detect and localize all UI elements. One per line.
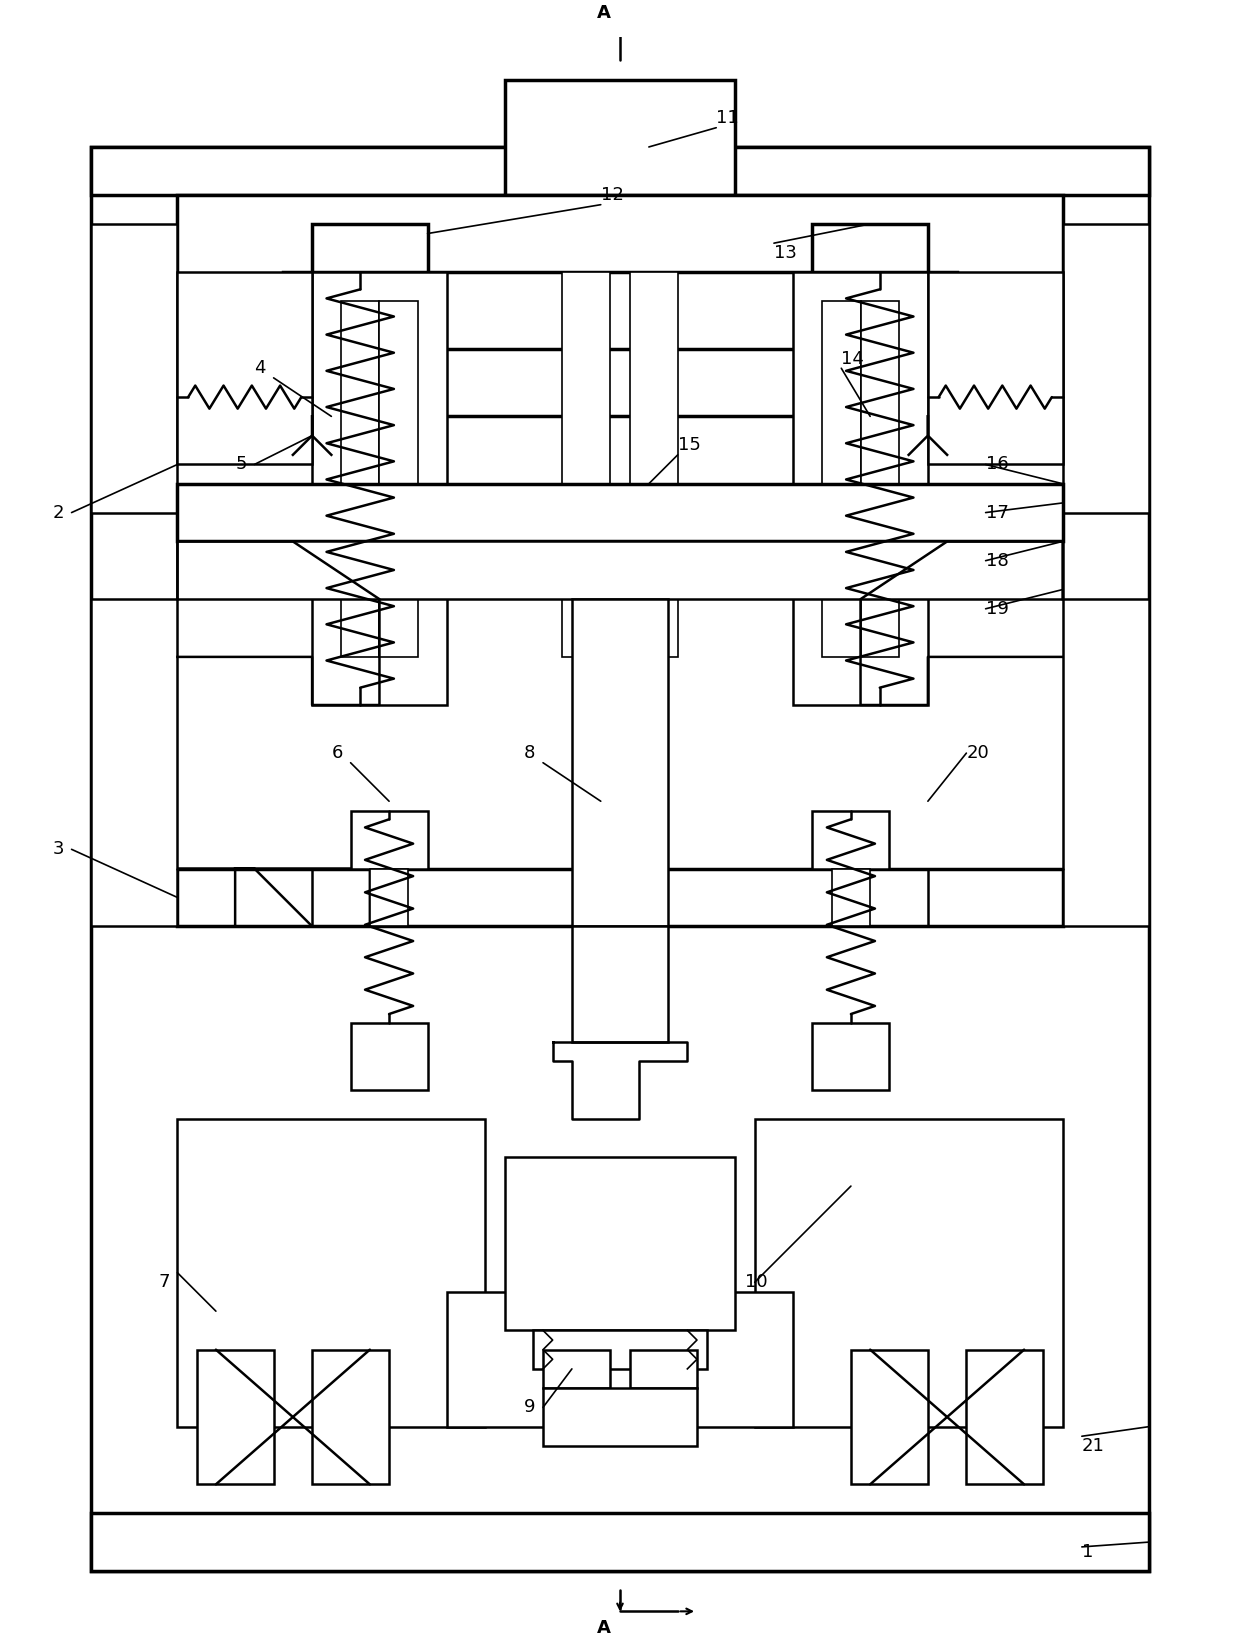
Bar <box>379 301 418 658</box>
Bar <box>794 271 928 705</box>
Text: 20: 20 <box>966 745 990 763</box>
Bar <box>572 598 668 926</box>
Bar <box>312 1350 389 1485</box>
Text: 10: 10 <box>745 1274 768 1291</box>
Text: 6: 6 <box>331 745 342 763</box>
Bar <box>446 1292 794 1427</box>
Bar <box>928 271 1063 465</box>
Bar <box>341 301 379 658</box>
Bar <box>861 301 899 658</box>
Bar <box>177 483 1063 541</box>
Bar <box>370 868 408 926</box>
Text: 17: 17 <box>986 503 1008 521</box>
Bar <box>91 146 1149 1572</box>
Text: 9: 9 <box>523 1399 536 1417</box>
Text: A: A <box>596 1619 610 1637</box>
Text: 1: 1 <box>1081 1542 1094 1560</box>
Bar <box>562 271 610 658</box>
Text: 18: 18 <box>986 552 1008 570</box>
Bar <box>755 1118 1063 1427</box>
Text: 16: 16 <box>986 455 1008 473</box>
Bar <box>572 926 668 1042</box>
Bar <box>966 1350 1043 1485</box>
Bar <box>505 79 735 196</box>
Text: 15: 15 <box>678 436 701 454</box>
Text: 11: 11 <box>717 109 739 127</box>
Bar <box>197 1350 274 1485</box>
Bar <box>283 271 957 349</box>
Text: 2: 2 <box>52 503 63 521</box>
Bar <box>177 1118 485 1427</box>
Bar <box>630 271 678 658</box>
Text: 12: 12 <box>600 186 624 204</box>
Bar <box>505 1157 735 1330</box>
Bar <box>91 224 177 513</box>
Bar <box>1063 224 1149 513</box>
Bar <box>630 1350 697 1388</box>
Bar <box>812 224 928 271</box>
Bar <box>312 271 446 705</box>
Bar <box>351 1023 428 1090</box>
Bar <box>832 868 870 926</box>
Bar <box>1063 598 1149 926</box>
Bar <box>177 196 1063 416</box>
Bar <box>91 598 177 926</box>
Bar <box>177 541 1063 598</box>
Text: A: A <box>596 3 610 21</box>
Text: 8: 8 <box>523 745 536 763</box>
Text: 14: 14 <box>841 350 864 368</box>
Bar <box>91 1512 1149 1572</box>
Bar <box>351 810 428 868</box>
Bar <box>812 810 889 868</box>
Bar <box>851 1350 928 1485</box>
Text: 19: 19 <box>986 600 1008 618</box>
Bar <box>533 1330 707 1369</box>
Text: 3: 3 <box>52 840 63 858</box>
Bar <box>312 224 428 271</box>
Bar <box>177 271 312 465</box>
Text: 7: 7 <box>159 1274 170 1291</box>
Bar <box>812 1023 889 1090</box>
Text: 5: 5 <box>236 455 247 473</box>
Bar <box>91 146 1149 196</box>
Text: 4: 4 <box>254 360 265 376</box>
Bar <box>543 1350 610 1388</box>
Bar <box>822 301 861 658</box>
Text: 21: 21 <box>1081 1437 1105 1455</box>
Text: 13: 13 <box>774 243 797 261</box>
Bar <box>543 1388 697 1445</box>
Bar <box>177 868 1063 926</box>
